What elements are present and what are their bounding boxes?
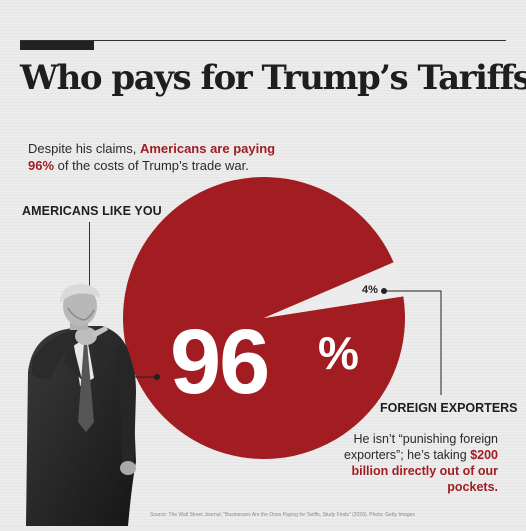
americans-label: AMERICANS LIKE YOU [22,204,162,218]
pie-slice-foreign [264,262,404,318]
foreign-description: He isn’t “punishing foreign exporters”; … [308,431,498,495]
small-percent-label: 4% [362,284,378,296]
foreign-label: FOREIGN EXPORTERS [380,401,518,415]
big-percent-value: 96 [170,311,270,413]
subtitle-highlight: Americans are paying 96% [28,141,276,173]
source-credit: Source: The Wall Street Journal, "Busine… [150,512,415,518]
american-leader-dot [154,374,160,380]
foreign-desc-highlight: $200 billion directly out of our pockets… [351,448,498,494]
foreign-leader-line [384,290,442,395]
big-percent-sign: % [318,327,359,379]
top-accent-bar [20,41,94,50]
top-rule [20,40,506,41]
pie-slice-americans [123,176,405,459]
subtitle-part1: Despite his claims, [28,141,140,156]
foreign-desc-text: He isn’t “punishing foreign exporters”; … [343,432,498,462]
trump-photo [20,282,160,526]
foreign-leader-dot [381,288,387,294]
subtitle: Despite his claims, Americans are paying… [28,140,278,174]
page-title: Who pays for Trump’s Tariffs? [20,58,526,98]
americans-leader-line [89,222,90,288]
subtitle-part2: of the costs of Trump’s trade war. [54,158,249,173]
